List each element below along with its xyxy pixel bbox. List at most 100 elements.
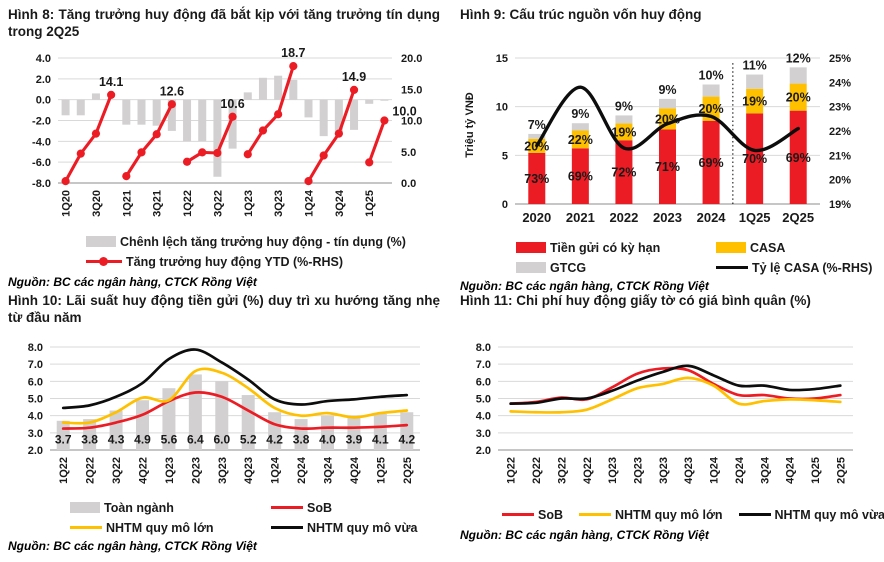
svg-text:3Q24: 3Q24 — [759, 456, 771, 484]
figure-9-legend: Tiền gửi có kỳ hạn CASA GTCG Tỷ lệ CASA (%-… — [460, 238, 884, 277]
legend-line-swatch — [70, 526, 102, 529]
svg-text:2022: 2022 — [609, 210, 638, 225]
svg-text:6.0: 6.0 — [476, 376, 491, 388]
figure-8-title: Hình 8: Tăng trưởng huy động đã bắt kịp … — [8, 7, 440, 39]
svg-text:5.0: 5.0 — [476, 394, 491, 406]
legend-item-nhtm-quy-m-v-a: NHTM quy mô vừa — [738, 507, 884, 522]
figure-hinh-8-panel: Hình 8: Tăng trưởng huy động đã bắt kịp … — [8, 6, 440, 289]
svg-text:2Q25: 2Q25 — [835, 457, 847, 484]
svg-text:7%: 7% — [528, 118, 546, 132]
figure-10-legend: Toàn ngành SoB NHTM quy mô lớn NHTM quy mô … — [8, 498, 440, 537]
legend-item-t-ng-tr-ng-huy-ng-ytd-rhs: Tăng trưởng huy động YTD (%-RHS) — [86, 255, 343, 269]
figure-10-source: Nguồn: BC các ngân hàng, CTCK Rồng Việt — [8, 539, 257, 553]
svg-text:4Q23: 4Q23 — [243, 457, 255, 484]
svg-text:2023: 2023 — [653, 210, 682, 225]
svg-text:3Q24: 3Q24 — [323, 456, 335, 484]
svg-text:19%: 19% — [611, 125, 636, 139]
x-axis-labels: 1Q22 2Q22 3Q22 4Q22 1Q23 2Q23 3Q23 4Q23 1Q24 2Q24… — [506, 456, 848, 484]
legend-item-nhtm-quy-m-v-a: NHTM quy mô vừa — [271, 521, 417, 535]
svg-text:23%: 23% — [829, 102, 851, 114]
svg-text:4.2: 4.2 — [398, 432, 415, 446]
figure-8-source: Nguồn: BC các ngân hàng, CTCK Rồng Việt — [8, 275, 257, 289]
svg-text:2024: 2024 — [697, 210, 727, 225]
y-axis-labels: 8.0 7.0 6.0 5.0 4.0 3.0 2.0 — [28, 342, 43, 457]
svg-text:3Q23: 3Q23 — [217, 457, 229, 484]
svg-text:1Q23: 1Q23 — [164, 457, 176, 484]
legend-item-label: NHTM quy mô vừa — [307, 520, 418, 535]
svg-text:20%: 20% — [786, 91, 811, 105]
legend-item-label: GTCG — [550, 260, 587, 275]
legend-row: Tăng trưởng huy động YTD (%-RHS) — [86, 252, 440, 271]
figure-10-title: Hình 10: Lãi suất huy động tiền gửi (%) … — [8, 293, 440, 325]
svg-text:0: 0 — [502, 199, 508, 211]
svg-text:2Q24: 2Q24 — [734, 456, 746, 484]
svg-text:1Q23: 1Q23 — [607, 457, 619, 484]
svg-text:7.0: 7.0 — [28, 359, 43, 371]
svg-text:4.0: 4.0 — [36, 53, 51, 65]
legend-item-label: Tỷ lệ CASA (%-RHS) — [752, 260, 873, 275]
svg-text:22%: 22% — [829, 126, 851, 138]
svg-text:2.0: 2.0 — [476, 445, 491, 457]
svg-text:2Q25: 2Q25 — [402, 457, 414, 484]
figure-hinh-9-panel: Hình 9: Cấu trúc nguồn vốn huy động 15 10… — [460, 6, 884, 293]
line-t-l-casa-rhs- — [535, 85, 800, 153]
legend-bar-swatch — [86, 236, 116, 247]
svg-text:71%: 71% — [655, 160, 680, 174]
svg-text:3Q23: 3Q23 — [658, 457, 670, 484]
legend-item-label: Toàn ngành — [104, 500, 174, 515]
legend-item-label: CASA — [750, 240, 786, 255]
gridlines — [58, 57, 392, 184]
svg-text:22%: 22% — [568, 133, 593, 147]
svg-text:4.0: 4.0 — [319, 432, 336, 446]
legend-row: NHTM quy mô lớn NHTM quy mô vừa — [70, 518, 440, 537]
svg-text:9%: 9% — [658, 83, 676, 97]
legend-item-sob: SoB — [271, 501, 332, 515]
legend-item-ch-nh-l-ch-t-ng-tr-ng-huy-ng-t-n-d-ng: Chênh lệch tăng trưởng huy động - tín dụ… — [86, 235, 406, 249]
svg-text:3.8: 3.8 — [81, 432, 98, 446]
svg-text:4Q24: 4Q24 — [349, 456, 361, 484]
legend-bar-swatch — [70, 502, 100, 513]
svg-text:3.0: 3.0 — [476, 428, 491, 440]
svg-text:1Q22: 1Q22 — [506, 457, 518, 484]
svg-text:20.0: 20.0 — [401, 53, 422, 65]
svg-text:8.0: 8.0 — [476, 342, 491, 354]
y-axis-title: Triệu tỷ VNĐ — [464, 92, 476, 157]
legend-line-swatch — [271, 506, 303, 509]
svg-text:2.0: 2.0 — [28, 445, 43, 457]
legend-line-swatch — [738, 513, 771, 516]
figure-8-legend: Chênh lệch tăng trưởng huy động - tín dụ… — [8, 232, 440, 271]
legend-item-casa: CASA — [716, 241, 785, 255]
svg-text:1Q24: 1Q24 — [709, 456, 721, 484]
legend-item-label: Tăng trưởng huy động YTD (%-RHS) — [126, 254, 343, 269]
legend-bar-swatch — [516, 242, 546, 253]
bar-value-labels: 3.7 3.8 4.3 4.9 5.6 6.4 6.0 5.2 4.2 3.8 4.0 3.9 4.1 4… — [55, 432, 416, 446]
svg-text:10.0: 10.0 — [401, 116, 422, 128]
svg-text:4.0: 4.0 — [476, 411, 491, 423]
legend-item-label: Chênh lệch tăng trưởng huy động - tín dụ… — [120, 234, 406, 249]
svg-text:3Q23: 3Q23 — [273, 190, 285, 217]
svg-text:0.0: 0.0 — [401, 178, 416, 190]
svg-text:4.9: 4.9 — [134, 432, 151, 446]
svg-text:3Q24: 3Q24 — [334, 189, 346, 217]
legend-line-swatch — [502, 513, 534, 516]
svg-text:2Q23: 2Q23 — [190, 457, 202, 484]
svg-text:2.0: 2.0 — [36, 74, 51, 86]
legend-item-label: SoB — [307, 500, 332, 515]
svg-text:2Q22: 2Q22 — [531, 457, 543, 484]
svg-text:69%: 69% — [786, 151, 811, 165]
svg-text:73%: 73% — [524, 172, 549, 186]
x-axis-labels: 1Q22 2Q22 3Q22 4Q22 1Q23 2Q23 3Q23 4Q23 1Q24 2Q24… — [58, 456, 414, 484]
svg-text:4.1: 4.1 — [372, 432, 389, 446]
legend-item-label: NHTM quy mô vừa — [774, 507, 884, 522]
svg-text:-6.0: -6.0 — [32, 157, 51, 169]
figure-9-chart: 15 10 5 0 25% 24% 23% 22% 21% 20% 19% Triệu tỷ VNĐ 2… — [464, 51, 851, 225]
svg-text:3.7: 3.7 — [55, 432, 72, 446]
line-nhtm-quy-m-l-n — [61, 367, 409, 425]
stacked-bars — [528, 67, 807, 204]
svg-text:1Q22: 1Q22 — [58, 457, 70, 484]
line-nhtm-quy-m-v-a — [61, 348, 409, 410]
svg-text:9%: 9% — [615, 99, 633, 113]
legend-item-sob: SoB — [502, 508, 563, 522]
